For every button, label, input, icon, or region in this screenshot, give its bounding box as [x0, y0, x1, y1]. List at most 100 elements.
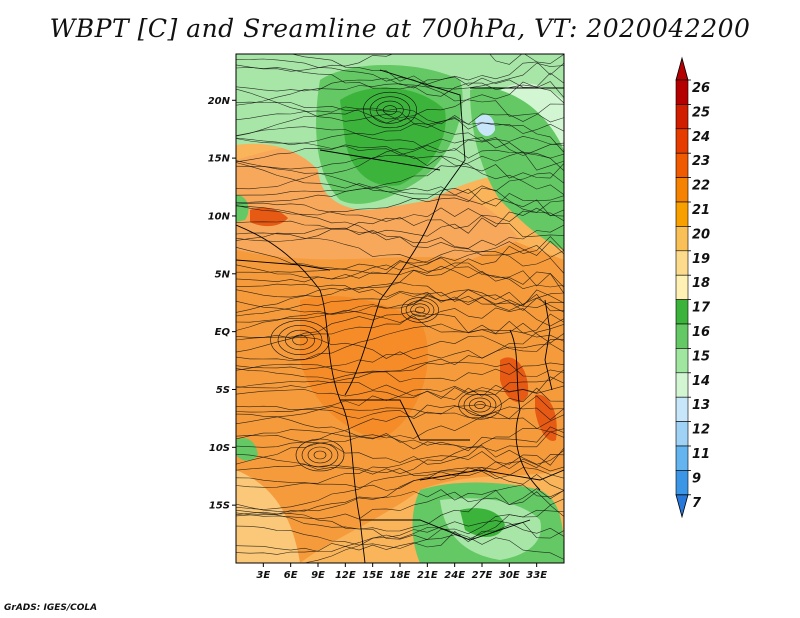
wbpt-contour-region	[500, 83, 564, 150]
streamline	[236, 186, 564, 207]
colorbar-label: 16	[692, 325, 710, 340]
streamline	[236, 282, 564, 313]
streamline	[301, 527, 564, 563]
colorbar-label: 9	[692, 471, 701, 486]
streamline	[236, 266, 564, 298]
streamline	[236, 433, 564, 465]
lat-tick-label: 20N	[208, 96, 231, 107]
streamline	[236, 126, 564, 159]
boundary-line	[544, 299, 553, 391]
streamline	[236, 291, 564, 317]
streamline	[236, 322, 564, 361]
colorbar-segment	[675, 445, 689, 471]
lon-tick-label: 30E	[499, 570, 520, 581]
streamline	[236, 101, 564, 126]
streamline	[236, 202, 564, 229]
wbpt-contour-region	[236, 195, 249, 222]
streamline	[236, 144, 564, 179]
streamline-vortex	[376, 100, 404, 120]
streamline	[236, 76, 564, 98]
streamline	[236, 77, 564, 123]
colorbar-label: 25	[692, 105, 710, 120]
streamline	[236, 309, 564, 334]
streamline	[236, 484, 564, 520]
streamline	[236, 165, 564, 199]
streamline	[236, 520, 564, 555]
map-panel	[236, 54, 564, 563]
colorbar-label: 7	[692, 496, 702, 511]
streamline	[236, 343, 564, 380]
colorbar-label: 23	[692, 154, 710, 169]
streamline	[236, 426, 564, 452]
streamline-vortex	[369, 96, 411, 124]
wbpt-contour-region	[236, 438, 258, 461]
streamline-vortex	[285, 329, 315, 351]
streamline	[236, 227, 564, 258]
streamline	[236, 251, 564, 280]
longitude-axis: 3E 6E 9E 12E 15E 18E 21E 24E 27E 30E 33E	[256, 563, 547, 581]
lon-tick-label: 3E	[256, 570, 270, 581]
colorbar-segment	[675, 323, 689, 349]
lon-tick-label: 12E	[335, 570, 356, 581]
streamline	[236, 324, 564, 360]
streamline-vortex	[313, 450, 327, 460]
streamline	[236, 454, 564, 491]
colorbar-label: 24	[692, 130, 710, 145]
streamline-vortex	[458, 390, 502, 420]
colorbar: 26 25 24 23 22 21 20 19 18 17 16 15 14 13 12 11 9 7	[675, 56, 711, 519]
boundary-line	[360, 519, 531, 541]
colorbar-label: 12	[692, 423, 710, 438]
boundary-line	[236, 224, 366, 563]
lat-tick-label: 10S	[209, 443, 230, 454]
streamline	[290, 54, 564, 85]
wbpt-contour-region	[236, 470, 300, 563]
streamline-vortex	[292, 334, 308, 346]
colorbar-label: 13	[692, 398, 710, 413]
colorbar-label: 20	[692, 227, 710, 242]
lon-tick-label: 18E	[390, 570, 411, 581]
streamlines	[236, 54, 564, 563]
streamline-vortex	[295, 438, 345, 472]
boundary-line	[236, 259, 331, 271]
streamline-vortex	[307, 446, 333, 464]
colorbar-label: 15	[692, 349, 710, 364]
colorbar-segment	[675, 396, 689, 422]
lat-tick-label: 5S	[216, 385, 230, 396]
streamline	[236, 283, 564, 307]
streamline	[236, 137, 564, 172]
streamline-vortex	[415, 306, 425, 314]
streamline	[236, 387, 564, 420]
streamline	[236, 307, 564, 338]
lat-tick-label: 15S	[209, 501, 230, 512]
lon-tick-label: 24E	[444, 570, 465, 581]
wbpt-contour-region	[535, 394, 557, 441]
grads-credit: GrADS: IGES/COLA	[4, 603, 98, 613]
streamline	[236, 155, 564, 195]
streamline	[236, 335, 564, 370]
streamline	[236, 467, 564, 510]
streamline	[236, 289, 564, 315]
colorbar-segment	[675, 128, 689, 154]
streamline-vortex	[474, 401, 486, 409]
streamline	[236, 186, 564, 217]
streamline-vortex	[270, 320, 330, 360]
streamline	[236, 151, 564, 189]
lon-tick-label: 27E	[472, 570, 493, 581]
streamline	[236, 369, 564, 399]
colorbar-label: 18	[692, 276, 710, 291]
streamline	[236, 187, 564, 216]
streamline-vortex	[301, 442, 339, 468]
streamline	[236, 488, 564, 532]
boundary-line	[340, 399, 470, 441]
boundary-line	[379, 69, 466, 196]
streamline	[236, 447, 564, 476]
colorbar-label: 19	[692, 252, 710, 267]
streamline	[236, 431, 564, 475]
colorbar-segment	[675, 79, 689, 105]
colorbar-bottom-arrow	[675, 494, 689, 519]
streamline	[236, 395, 564, 439]
wbpt-contour-region	[475, 114, 495, 136]
streamline	[236, 108, 564, 156]
streamline	[236, 362, 564, 383]
